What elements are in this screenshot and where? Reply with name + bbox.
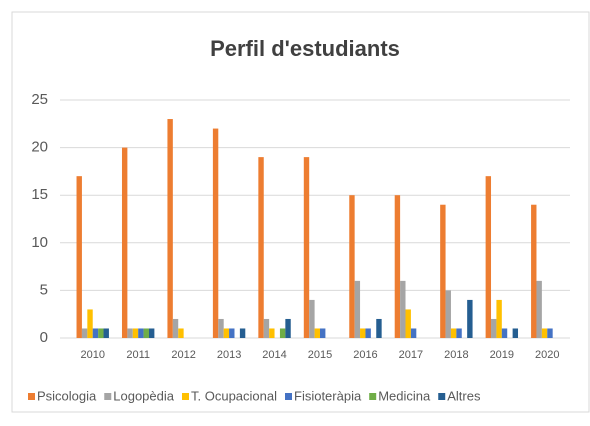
bar [512, 328, 519, 338]
y-tick-label: 25 [31, 91, 48, 108]
x-tick-label: 2010 [80, 349, 104, 361]
y-tick-label: 5 [40, 281, 48, 298]
legend-swatch [182, 393, 189, 400]
bar [285, 318, 291, 338]
bar [138, 328, 144, 338]
y-tick-label: 0 [40, 329, 48, 346]
bar [309, 299, 315, 338]
bar [405, 309, 411, 338]
y-tick-label: 10 [31, 234, 48, 251]
bar [167, 119, 173, 338]
legend-swatch [285, 393, 292, 400]
bar [410, 328, 417, 338]
legend-swatch [438, 393, 446, 400]
bar [394, 195, 401, 338]
legend-label: Logopèdia [113, 388, 174, 403]
bar [467, 299, 473, 338]
bar [456, 328, 462, 338]
bar [87, 309, 93, 338]
bar [320, 328, 326, 338]
chart-frame [11, 11, 590, 413]
x-tick-label: 2018 [444, 349, 468, 361]
legend-label: Psicologia [37, 388, 97, 403]
bar [440, 204, 446, 338]
bar [354, 280, 361, 338]
bar [143, 328, 149, 338]
bar [501, 328, 508, 338]
bar [365, 328, 371, 338]
bar [239, 328, 246, 338]
bar [98, 328, 104, 338]
bar [212, 128, 219, 338]
legend-swatch [104, 393, 112, 400]
bar [279, 328, 286, 338]
legend-swatch [369, 393, 377, 400]
bar [223, 328, 230, 338]
x-tick-label: 2013 [217, 349, 241, 361]
x-tick-label: 2016 [353, 349, 377, 361]
legend-label: Medicina [378, 388, 431, 403]
bar [445, 290, 451, 338]
bar [360, 328, 366, 338]
bar [263, 318, 270, 338]
x-tick-label: 2020 [535, 349, 559, 361]
bar [148, 328, 155, 338]
bar [485, 176, 492, 338]
chart-title: Perfil d'estudiants [210, 36, 400, 61]
bar [92, 328, 99, 338]
bar [121, 147, 128, 338]
bar [178, 328, 184, 338]
bar [531, 204, 537, 338]
x-tick-label: 2011 [126, 349, 150, 361]
legend-label: T. Ocupacional [191, 388, 277, 403]
bar [103, 328, 109, 338]
bar [450, 328, 457, 338]
bar [127, 328, 133, 338]
x-tick-label: 2017 [399, 349, 423, 361]
bar [76, 176, 82, 338]
bar [349, 195, 355, 338]
x-tick-label: 2014 [262, 349, 286, 361]
legend-label: Altres [447, 388, 481, 403]
bar [172, 318, 179, 338]
x-tick-label: 2019 [490, 349, 514, 361]
bar [376, 318, 382, 338]
bar [132, 328, 139, 338]
bar [218, 318, 224, 338]
bar [541, 328, 548, 338]
y-tick-label: 20 [31, 139, 48, 156]
bar [229, 328, 235, 338]
legend-swatch [28, 393, 35, 400]
legend-label: Fisioteràpia [294, 388, 362, 403]
bar [496, 299, 502, 338]
x-tick-label: 2012 [171, 349, 195, 361]
y-tick-label: 15 [31, 186, 48, 203]
bar [491, 318, 497, 338]
bar [303, 157, 310, 338]
bar [547, 328, 553, 338]
bar [81, 328, 88, 338]
bar [536, 280, 542, 338]
bar [400, 280, 406, 338]
bar [314, 328, 320, 338]
bar [258, 157, 264, 338]
x-tick-label: 2015 [308, 349, 332, 361]
bar [269, 328, 275, 338]
